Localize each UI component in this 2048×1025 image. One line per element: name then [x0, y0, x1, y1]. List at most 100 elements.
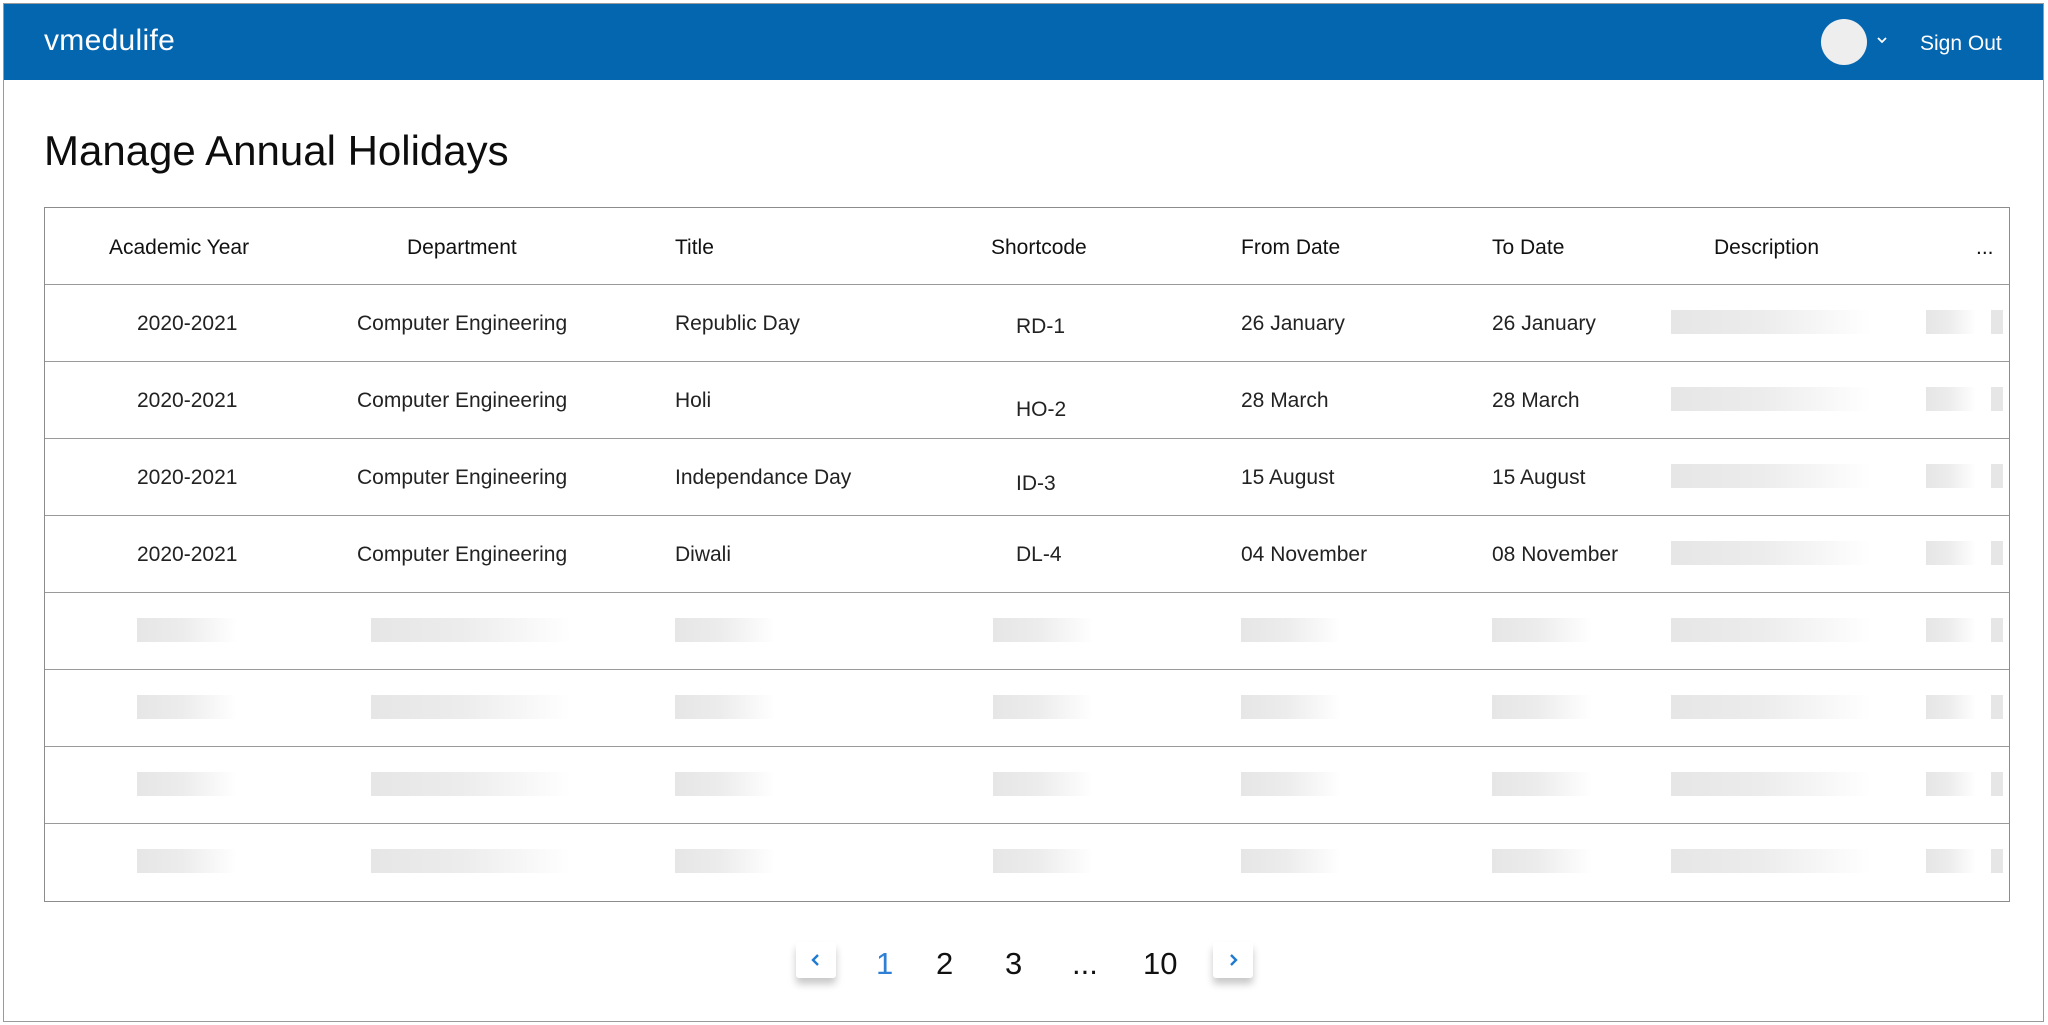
cell-to-date: 28 March	[1492, 389, 1580, 412]
cell-from-date: 26 January	[1241, 312, 1345, 335]
cell-title: Diwali	[675, 543, 732, 566]
table-header-row: Academic Year Department Title Shortcode…	[45, 208, 2009, 285]
skeleton-cell	[1492, 849, 1592, 873]
actions-placeholder-end	[1991, 310, 2003, 334]
skeleton-row	[45, 670, 2009, 747]
cell-academic-year: 2020-2021	[137, 466, 238, 489]
skeleton-cell	[675, 772, 775, 796]
skeleton-cell	[1241, 618, 1341, 642]
pagination: 1 2 3 ... 10	[4, 942, 2043, 1002]
page-title: Manage Annual Holidays	[44, 127, 509, 174]
skeleton-cell	[1492, 618, 1592, 642]
chevron-right-icon	[1230, 954, 1238, 966]
skeleton-row	[45, 824, 2009, 901]
skeleton-cell	[993, 695, 1093, 719]
cell-shortcode: RD-1	[1016, 315, 1066, 338]
next-page-button[interactable]	[1213, 942, 1253, 978]
column-header-department[interactable]: Department	[407, 236, 517, 259]
skeleton-cell	[371, 618, 571, 642]
cell-academic-year: 2020-2021	[137, 312, 238, 335]
cell-department: Computer Engineering	[357, 543, 568, 566]
column-header-academic-year[interactable]: Academic Year	[109, 236, 250, 259]
skeleton-cell	[1991, 849, 2003, 873]
skeleton-cell	[1991, 695, 2003, 719]
skeleton-row	[45, 747, 2009, 824]
skeleton-cell	[371, 772, 571, 796]
actions-placeholder-end	[1991, 464, 2003, 488]
skeleton-cell	[675, 849, 775, 873]
description-placeholder	[1671, 541, 1871, 565]
cell-shortcode: HO-2	[1016, 398, 1067, 421]
page-3[interactable]: 3	[1005, 946, 1023, 981]
skeleton-cell	[993, 618, 1093, 642]
skeleton-cell	[1492, 695, 1592, 719]
skeleton-cell	[371, 849, 571, 873]
cell-shortcode: DL-4	[1016, 543, 1062, 566]
skeleton-cell	[1241, 695, 1341, 719]
cell-from-date: 28 March	[1241, 389, 1329, 412]
cell-to-date: 26 January	[1492, 312, 1596, 335]
cell-shortcode: ID-3	[1016, 472, 1056, 495]
actions-placeholder-end	[1991, 541, 2003, 565]
skeleton-cell	[675, 618, 775, 642]
cell-title: Republic Day	[675, 312, 800, 335]
actions-placeholder	[1926, 541, 1976, 565]
cell-from-date: 15 August	[1241, 466, 1335, 489]
table-row[interactable]: 2020-2021 Computer Engineering Republic …	[45, 285, 2009, 362]
skeleton-cell	[137, 849, 237, 873]
skeleton-cell	[1671, 618, 1871, 642]
skeleton-cell	[1492, 772, 1592, 796]
skeleton-cell	[1991, 618, 2003, 642]
skeleton-cell	[1926, 849, 1976, 873]
cell-academic-year: 2020-2021	[137, 389, 238, 412]
skeleton-row	[45, 593, 2009, 670]
column-header-title[interactable]: Title	[675, 236, 714, 259]
brand-logo[interactable]: vmedulife	[44, 24, 176, 57]
skeleton-cell	[993, 849, 1093, 873]
skeleton-cell	[1671, 849, 1871, 873]
description-placeholder	[1671, 310, 1871, 334]
actions-placeholder	[1926, 464, 1976, 488]
chevron-down-icon[interactable]	[1876, 34, 1888, 46]
description-placeholder	[1671, 387, 1871, 411]
description-placeholder	[1671, 464, 1871, 488]
skeleton-cell	[371, 695, 571, 719]
skeleton-cell	[137, 618, 237, 642]
skeleton-cell	[993, 772, 1093, 796]
column-header-to-date[interactable]: To Date	[1492, 236, 1565, 259]
actions-placeholder	[1926, 387, 1976, 411]
cell-department: Computer Engineering	[357, 466, 568, 489]
page-10[interactable]: 10	[1143, 946, 1178, 981]
page-2[interactable]: 2	[936, 946, 954, 981]
table-row[interactable]: 2020-2021 Computer Engineering Diwali DL…	[45, 516, 2009, 593]
column-header-description[interactable]: Description	[1714, 236, 1820, 259]
chevron-left-icon	[811, 954, 819, 966]
column-header-from-date[interactable]: From Date	[1241, 236, 1341, 259]
skeleton-cell	[1926, 618, 1976, 642]
previous-page-button[interactable]	[796, 942, 836, 978]
skeleton-cell	[1671, 772, 1871, 796]
cell-title: Holi	[675, 389, 712, 412]
skeleton-cell	[137, 695, 237, 719]
table-row[interactable]: 2020-2021 Computer Engineering Independa…	[45, 439, 2009, 516]
skeleton-cell	[1241, 772, 1341, 796]
column-header-more[interactable]: ...	[1976, 236, 1994, 259]
cell-academic-year: 2020-2021	[137, 543, 238, 566]
app-window: vmedulife Sign Out Manage Annual Holiday…	[3, 3, 2044, 1022]
skeleton-cell	[675, 695, 775, 719]
table-row[interactable]: 2020-2021 Computer Engineering Holi HO-2…	[45, 362, 2009, 439]
sign-out-link[interactable]: Sign Out	[1920, 32, 2002, 55]
skeleton-cell	[1671, 695, 1871, 719]
cell-department: Computer Engineering	[357, 312, 568, 335]
page-1[interactable]: 1	[876, 946, 894, 981]
cell-from-date: 04 November	[1241, 543, 1368, 566]
skeleton-cell	[1991, 772, 2003, 796]
cell-department: Computer Engineering	[357, 389, 568, 412]
skeleton-cell	[1926, 772, 1976, 796]
skeleton-cell	[1926, 695, 1976, 719]
user-avatar[interactable]	[1821, 19, 1867, 65]
cell-title: Independance Day	[675, 466, 852, 489]
actions-placeholder	[1926, 310, 1976, 334]
holidays-table: Academic Year Department Title Shortcode…	[44, 207, 2010, 902]
column-header-shortcode[interactable]: Shortcode	[991, 236, 1087, 259]
